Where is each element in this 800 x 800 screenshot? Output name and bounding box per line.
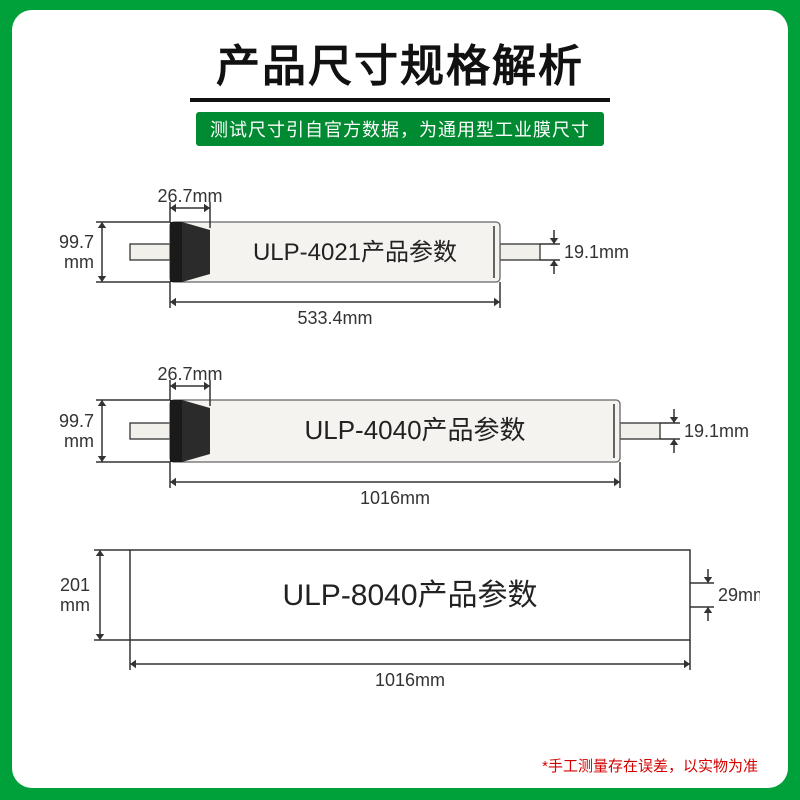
page-title: 产品尺寸规格解析 (40, 30, 760, 94)
product-block: ULP-4021产品参数 26.7mm 99.7mm 19.1mm 533.4mm (40, 174, 760, 334)
panel: 产品尺寸规格解析 测试尺寸引自官方数据，为通用型工业膜尺寸 ULP-4021产品… (12, 10, 788, 788)
product-label: ULP-4040产品参数 (304, 415, 525, 445)
diagram-container: ULP-4021产品参数26.7mm99.7mm19.1mm533.4mmULP… (40, 174, 760, 700)
product-label: ULP-4021产品参数 (253, 239, 457, 266)
svg-text:99.7: 99.7 (59, 411, 94, 431)
svg-text:99.7: 99.7 (59, 232, 94, 252)
product-diagram: ULP-8040产品参数 201mm 29mm 1016mm (40, 530, 760, 700)
svg-text:mm: mm (64, 431, 94, 451)
svg-text:1016mm: 1016mm (360, 488, 430, 508)
product-label: ULP-8040产品参数 (282, 579, 537, 612)
title-underline (190, 98, 610, 102)
svg-text:mm: mm (60, 595, 90, 615)
svg-text:29mm: 29mm (718, 585, 760, 605)
svg-text:1016mm: 1016mm (375, 670, 445, 690)
disclaimer-text: *手工测量存在误差，以实物为准 (542, 755, 758, 776)
svg-text:533.4mm: 533.4mm (297, 308, 372, 328)
svg-text:19.1mm: 19.1mm (564, 242, 629, 262)
svg-text:19.1mm: 19.1mm (684, 421, 749, 441)
subtitle-wrap: 测试尺寸引自官方数据，为通用型工业膜尺寸 (40, 112, 760, 146)
frame: 产品尺寸规格解析 测试尺寸引自官方数据，为通用型工业膜尺寸 ULP-4021产品… (0, 0, 800, 800)
svg-text:mm: mm (64, 252, 94, 272)
svg-text:26.7mm: 26.7mm (157, 364, 222, 384)
product-block: ULP-8040产品参数 201mm 29mm 1016mm (40, 530, 760, 700)
product-diagram: ULP-4021产品参数 26.7mm 99.7mm 19.1mm 533.4mm (40, 174, 760, 334)
svg-text:201: 201 (60, 575, 90, 595)
subtitle-badge: 测试尺寸引自官方数据，为通用型工业膜尺寸 (196, 112, 604, 146)
product-block: ULP-4040产品参数 26.7mm 99.7mm 19.1mm 1016mm (40, 352, 760, 512)
product-diagram: ULP-4040产品参数 26.7mm 99.7mm 19.1mm 1016mm (40, 352, 760, 512)
svg-text:26.7mm: 26.7mm (157, 186, 222, 206)
